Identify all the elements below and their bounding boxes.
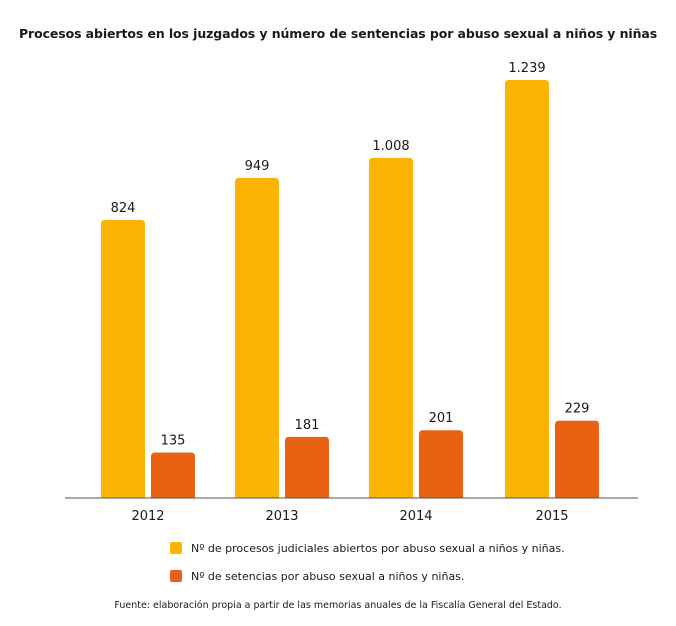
data-label-procesos-2013: 949 bbox=[245, 159, 270, 174]
bar-sentencias-2012 bbox=[151, 452, 195, 498]
bar-procesos-2013 bbox=[235, 177, 279, 498]
source-note: Fuente: elaboración propia a partir de l… bbox=[114, 600, 562, 611]
bar-procesos-2012 bbox=[101, 220, 145, 499]
legend-swatch-sentencias bbox=[170, 570, 182, 582]
bars-group: 824 135 949 181 1.008 201 1.239 229 bbox=[101, 61, 599, 499]
legend: Nº de procesos judiciales abiertos por a… bbox=[170, 540, 565, 596]
x-tick-label-2014: 2014 bbox=[399, 509, 432, 524]
data-label-sentencias-2012: 135 bbox=[161, 433, 186, 448]
x-tick-label-2013: 2013 bbox=[265, 509, 298, 524]
bar-procesos-2015 bbox=[505, 80, 549, 498]
legend-label-procesos: Nº de procesos judiciales abiertos por a… bbox=[191, 541, 565, 555]
legend-swatch-procesos bbox=[170, 542, 182, 554]
chart-title: Procesos abiertos en los juzgados y núme… bbox=[18, 26, 658, 41]
bar-procesos-2014 bbox=[369, 157, 413, 499]
legend-label-sentencias: Nº de setencias por abuso sexual a niños… bbox=[191, 569, 465, 583]
data-label-sentencias-2015: 229 bbox=[565, 402, 590, 417]
bar-sentencias-2014 bbox=[419, 430, 463, 498]
x-tick-label-2012: 2012 bbox=[131, 509, 164, 524]
bar-sentencias-2015 bbox=[555, 420, 599, 498]
data-label-procesos-2015: 1.239 bbox=[508, 61, 545, 76]
data-label-sentencias-2014: 201 bbox=[429, 411, 454, 426]
data-label-procesos-2012: 824 bbox=[111, 201, 136, 216]
x-tick-label-2015: 2015 bbox=[535, 509, 568, 524]
legend-item-sentencias: Nº de setencias por abuso sexual a niños… bbox=[170, 568, 565, 584]
data-label-sentencias-2013: 181 bbox=[295, 418, 320, 433]
data-label-procesos-2014: 1.008 bbox=[372, 139, 409, 154]
legend-item-procesos: Nº de procesos judiciales abiertos por a… bbox=[170, 540, 565, 556]
x-tick-labels: 2012 2013 2014 2015 bbox=[131, 509, 568, 524]
bar-sentencias-2013 bbox=[285, 436, 329, 498]
